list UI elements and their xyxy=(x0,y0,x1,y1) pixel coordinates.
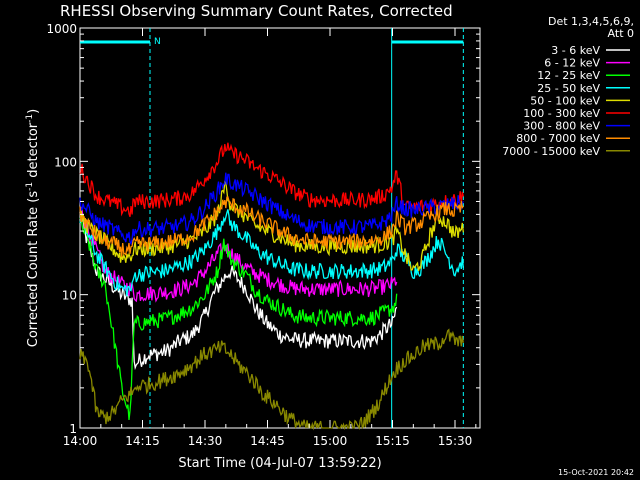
legend-label: 6 - 12 keV xyxy=(544,57,600,70)
plot-area: N 14:00 14:15 14:30 14:45 15:00 15:15 15:30 11… xyxy=(46,22,481,448)
night-label: N xyxy=(154,37,161,47)
chart-title: RHESSI Observing Summary Count Rates, Co… xyxy=(60,2,453,20)
x-axis: 14:00 14:15 14:30 14:45 15:00 15:15 15:30 xyxy=(63,28,477,448)
series-line-3 xyxy=(79,209,464,297)
y-axis-label-sup1: -1 xyxy=(25,182,35,191)
y-axis: 1 10 100 1000 xyxy=(46,22,480,436)
x-tick-label: 15:30 xyxy=(438,434,473,448)
x-tick-label: 15:00 xyxy=(313,434,348,448)
legend-header-line1: Det 1,3,4,5,6,9, xyxy=(548,15,634,28)
y-tick-label: 1 xyxy=(69,422,77,436)
series-line-8 xyxy=(79,328,464,431)
footer-date: 15-Oct-2021 20:42 xyxy=(558,468,634,477)
series-line-6 xyxy=(79,172,464,246)
x-tick-label: 14:45 xyxy=(250,434,285,448)
y-tick-label: 100 xyxy=(54,155,77,169)
series-line-7 xyxy=(79,196,464,258)
x-tick-label: 14:15 xyxy=(125,434,160,448)
series-lines xyxy=(79,142,464,431)
legend-label: 3 - 6 keV xyxy=(551,44,600,57)
legend-label: 100 - 300 keV xyxy=(523,107,600,120)
y-axis-label: Corrected Count Rate (s-1 detector-1) xyxy=(25,109,41,347)
legend-label: 12 - 25 keV xyxy=(537,69,600,82)
y-tick-label: 10 xyxy=(62,289,77,303)
x-tick-label: 15:15 xyxy=(375,434,410,448)
x-tick-label: 14:00 xyxy=(63,434,98,448)
plot-frame xyxy=(79,27,481,429)
y-axis-label-part2: detector xyxy=(26,122,41,182)
legend-label: 50 - 100 keV xyxy=(530,94,600,107)
x-axis-label: Start Time (04-Jul-07 13:59:22) xyxy=(178,456,381,471)
legend-header-line2: Att 0 xyxy=(608,27,634,40)
x-tick-label: 14:30 xyxy=(188,434,223,448)
legend-label: 7000 - 15000 keV xyxy=(502,145,600,158)
series-line-5 xyxy=(79,142,464,218)
y-axis-label-part1: Corrected Count Rate (s xyxy=(26,191,41,348)
legend-label: 800 - 7000 keV xyxy=(516,132,600,145)
y-axis-label-part3: ) xyxy=(26,109,41,114)
series-line-2 xyxy=(79,215,398,420)
y-axis-label-sup2: -1 xyxy=(25,114,35,123)
legend-label: 25 - 50 keV xyxy=(537,82,600,95)
legend-label: 300 - 800 keV xyxy=(523,120,600,133)
y-tick-label: 1000 xyxy=(46,22,77,36)
series-line-0 xyxy=(79,211,398,371)
